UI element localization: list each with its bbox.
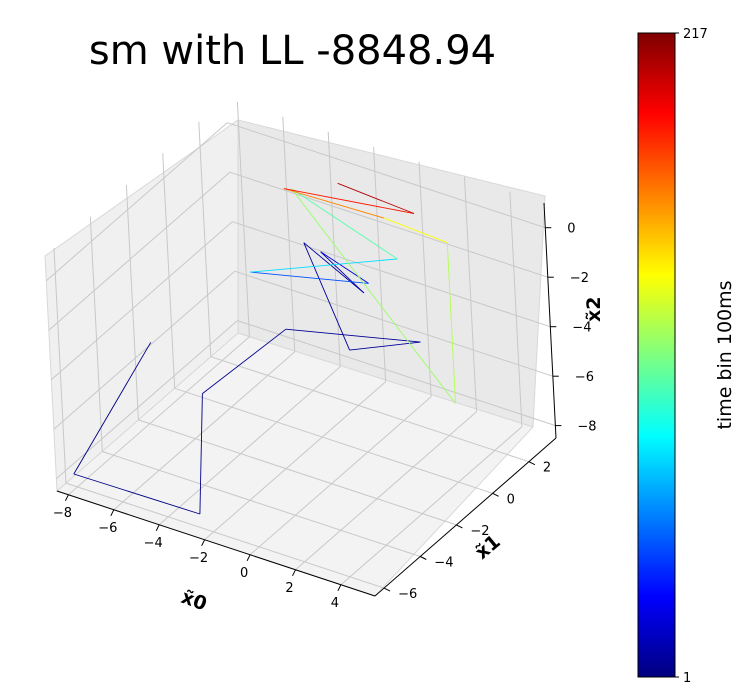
grid-line-y xyxy=(210,356,530,463)
grid-line-z xyxy=(234,270,553,377)
trajectory-segment xyxy=(283,188,415,214)
grid-line-x xyxy=(236,101,250,337)
grid-line-x xyxy=(113,351,296,511)
y-axis-line xyxy=(374,437,557,597)
grid-line-x xyxy=(249,396,432,556)
grid-line-y xyxy=(138,419,457,526)
trajectory xyxy=(73,182,456,515)
grid-line-z xyxy=(45,122,228,282)
trajectory-segment xyxy=(320,251,369,284)
grid-line-y xyxy=(65,482,385,589)
trajectory-segment xyxy=(73,473,201,515)
z-tick-label: −6 xyxy=(575,370,594,385)
grid-line-z xyxy=(232,221,551,328)
colorbar-min-label: 1 xyxy=(683,671,691,686)
grid-line-x xyxy=(373,146,387,382)
y-tick-label: 2 xyxy=(543,461,551,476)
grid-line-z xyxy=(227,122,546,229)
x-tick-label: 4 xyxy=(331,596,339,611)
colorbar-max-label: 217 xyxy=(683,27,708,42)
y-tick-label: −4 xyxy=(434,556,453,571)
y-tick xyxy=(420,556,427,560)
x-axis-label: x̃0 xyxy=(178,586,209,615)
y-tick xyxy=(492,492,499,497)
z-tick-label: −2 xyxy=(570,271,589,286)
grid-line-z xyxy=(50,221,233,381)
z-tick-label: −8 xyxy=(577,420,596,435)
x-tick-label: −8 xyxy=(53,506,72,521)
trajectory-segment xyxy=(349,341,421,351)
trajectory-segment xyxy=(199,393,203,515)
trajectory-segment xyxy=(202,328,287,394)
trajectory-segment xyxy=(73,342,152,475)
trajectory-segment xyxy=(291,188,456,404)
grid-line-y xyxy=(162,153,176,389)
x-tick xyxy=(337,584,342,592)
x-tick xyxy=(64,494,69,502)
x-axis-line xyxy=(56,490,376,597)
y-tick-label: −2 xyxy=(470,524,489,539)
trajectory-segment xyxy=(285,328,421,343)
grid-line-x xyxy=(282,116,296,352)
grid-line-z xyxy=(237,320,556,427)
y-tick xyxy=(456,524,463,529)
grid-line-y xyxy=(198,121,212,357)
grid-line-y xyxy=(125,184,139,420)
grid-line-x xyxy=(204,381,386,541)
trajectory-segment xyxy=(283,188,385,219)
colorbar-label: time bin 100ms xyxy=(714,280,736,429)
grid-line-x xyxy=(295,411,477,571)
z-tick-label: 0 xyxy=(567,222,575,237)
trajectory-segment xyxy=(250,271,369,284)
trajectory-segment xyxy=(303,242,365,294)
z-axis-line xyxy=(543,202,557,439)
trajectory-segment xyxy=(250,258,398,273)
x-tick-label: −6 xyxy=(98,521,117,536)
z-tick-label: −4 xyxy=(572,321,591,336)
grid-line-z xyxy=(229,171,548,278)
grid-line-y xyxy=(174,387,493,494)
z-axis-label: x̃2 xyxy=(583,297,605,322)
trajectory-segment xyxy=(320,251,365,294)
y-tick-label: 0 xyxy=(507,492,515,507)
grid-line-x xyxy=(418,161,432,397)
trajectory-segment xyxy=(446,242,456,404)
trajectory-segment xyxy=(303,242,351,351)
grid-lines xyxy=(45,101,556,589)
grid-line-x xyxy=(464,176,477,412)
chart-title: sm with LL -8848.94 xyxy=(88,28,497,74)
x-tick xyxy=(155,524,160,532)
y-tick xyxy=(528,461,536,466)
grid-line-x xyxy=(327,131,341,367)
grid-line-y xyxy=(53,248,67,484)
trajectory-segment xyxy=(383,217,448,244)
axes: −8 −6 −4 −2 0 2 4 −6 −4 −2 0 2 −8 −6 −4 −2 0 xyxy=(53,202,597,611)
x-tick-label: −4 xyxy=(144,536,163,551)
grid-line-x xyxy=(158,366,341,526)
x-tick xyxy=(201,539,206,547)
x-tick xyxy=(110,509,115,517)
x-tick-label: 0 xyxy=(240,566,248,581)
trajectory-segment xyxy=(291,188,398,260)
x-tick xyxy=(246,554,251,562)
grid-line-z xyxy=(48,171,231,331)
y-tick xyxy=(383,587,391,592)
grid-line-x xyxy=(509,191,523,427)
grid-line-x xyxy=(68,336,250,496)
x-tick-label: 2 xyxy=(285,581,293,596)
grid-line-x xyxy=(340,426,523,586)
x-tick xyxy=(292,569,296,577)
colorbar xyxy=(637,32,676,678)
y-tick-label: −6 xyxy=(398,587,417,602)
x-tick-label: −2 xyxy=(189,551,208,566)
trajectory-segment xyxy=(337,182,415,214)
grid-line-z xyxy=(53,270,236,430)
grid-line-y xyxy=(102,451,421,557)
grid-line-y xyxy=(89,216,103,452)
